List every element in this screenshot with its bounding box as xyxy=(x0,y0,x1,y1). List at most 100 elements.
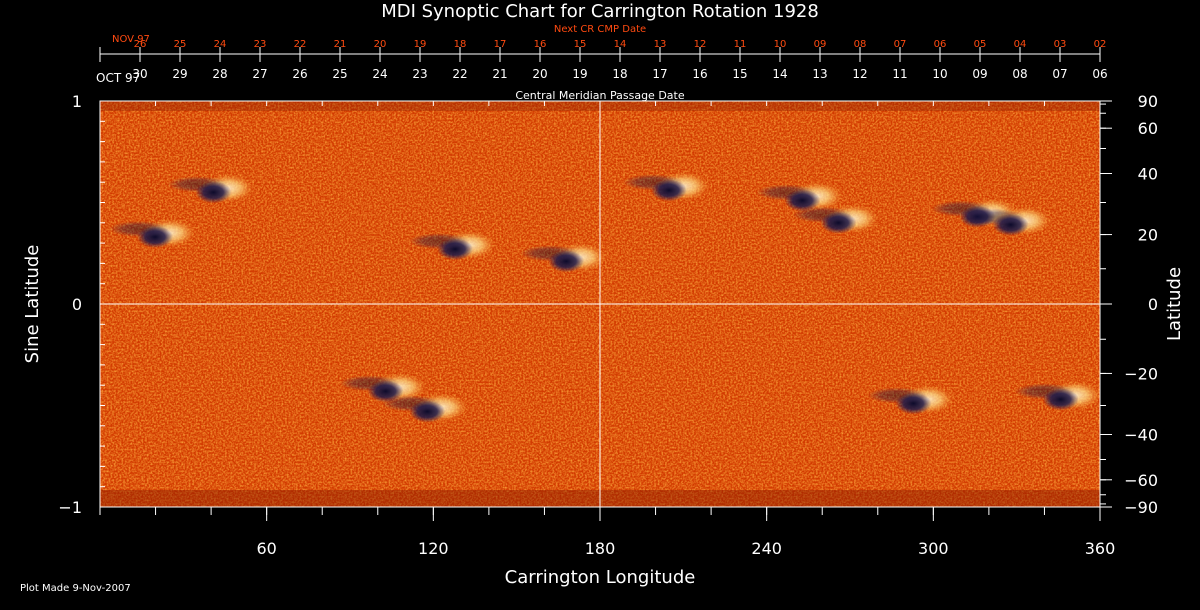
next-cr-date-label: 26 xyxy=(134,39,147,50)
active-region xyxy=(964,206,1051,236)
cmp-date-label: 21 xyxy=(492,67,507,81)
cmp-date-label: 06 xyxy=(1092,67,1107,81)
x-tick-label: 120 xyxy=(418,539,449,558)
next-cr-date-label: 07 xyxy=(894,39,907,50)
next-cr-date-label: 02 xyxy=(1094,39,1107,50)
active-region xyxy=(623,172,709,202)
cmp-date-label: 17 xyxy=(652,67,667,81)
next-cr-date-label: 05 xyxy=(974,39,987,50)
next-cr-date-label: 24 xyxy=(214,39,227,50)
negative-plage xyxy=(1014,383,1075,400)
next-cr-date-label: 23 xyxy=(254,39,267,50)
negative-plage xyxy=(964,208,1025,225)
next-cr-date-label: 11 xyxy=(734,39,747,50)
active-region xyxy=(756,182,843,212)
y-right-tick-label: 0 xyxy=(1148,295,1158,314)
cmp-date-label: 27 xyxy=(252,67,267,81)
cmp-date-label: 20 xyxy=(532,67,547,81)
cmp-date-label: 28 xyxy=(212,67,227,81)
x-tick-label: 240 xyxy=(751,539,782,558)
cmp-date-label: 11 xyxy=(892,67,907,81)
next-cr-date-label: 12 xyxy=(694,39,707,50)
y-left-tick-label: −1 xyxy=(58,498,82,517)
next-cr-date-label: 20 xyxy=(374,39,387,50)
negative-plage xyxy=(520,245,581,262)
next-cr-date-label: 16 xyxy=(534,39,547,50)
cmp-date-label: 12 xyxy=(852,67,867,81)
negative-plage xyxy=(409,233,470,250)
y-right-tick-label: 90 xyxy=(1138,92,1158,111)
x-tick-label: 60 xyxy=(256,539,276,558)
y-right-tick-label: 20 xyxy=(1138,226,1158,245)
negative-plage xyxy=(381,395,442,412)
cmp-date-label: 08 xyxy=(1012,67,1027,81)
cmp-date-label: 30 xyxy=(132,67,147,81)
active-region xyxy=(520,243,607,273)
negative-plage xyxy=(792,206,853,223)
cmp-date-label: 19 xyxy=(572,67,587,81)
cmp-date-label: 10 xyxy=(932,67,947,81)
cmp-axis: OCT 97 30 29 28 27 26 25 24 23 22 21 20 19 18 17 16 15 1… xyxy=(96,54,1108,102)
next-cr-date-label: 08 xyxy=(854,39,867,50)
cmp-date-label: 25 xyxy=(332,67,347,81)
active-region xyxy=(409,231,496,261)
next-cr-date-label: 21 xyxy=(334,39,347,50)
y-left-tick-label: 1 xyxy=(72,92,82,111)
cmp-date-label: 15 xyxy=(732,67,747,81)
cmp-date-label: 24 xyxy=(372,67,387,81)
y-axis-left-label: Sine Latitude xyxy=(22,245,43,364)
next-cr-date-label: 09 xyxy=(814,39,827,50)
next-cr-axis-label: Next CR CMP Date xyxy=(554,24,646,35)
next-cr-month-label: NOV 97 xyxy=(112,34,150,45)
x-axis-label: Carrington Longitude xyxy=(505,567,696,588)
next-cr-date-label: 06 xyxy=(934,39,947,50)
next-cr-date-label: 04 xyxy=(1014,39,1027,50)
next-cr-date-label: 10 xyxy=(774,39,787,50)
cmp-date-label: 18 xyxy=(612,67,627,81)
y-right-tick-label: −20 xyxy=(1124,364,1158,383)
cmp-date-label: 13 xyxy=(812,67,827,81)
negative-plage xyxy=(109,220,170,237)
y-left-tick-label: 0 xyxy=(72,295,82,314)
y-right-tick-label: −60 xyxy=(1124,471,1158,490)
next-cr-date-label: 22 xyxy=(294,39,307,50)
active-region xyxy=(167,174,254,204)
next-cr-date-label: 19 xyxy=(414,39,427,50)
chart-title: MDI Synoptic Chart for Carrington Rotati… xyxy=(381,1,819,22)
negative-plage xyxy=(867,387,928,404)
active-region xyxy=(792,204,879,234)
active-region xyxy=(381,393,468,423)
negative-plage xyxy=(756,184,817,201)
cmp-date-label: 07 xyxy=(1052,67,1067,81)
cmp-axis-label: Central Meridian Passage Date xyxy=(515,89,684,102)
y-right-tick-label: 60 xyxy=(1138,119,1158,138)
cmp-month-label: OCT 97 xyxy=(96,71,140,85)
negative-plage xyxy=(623,174,683,191)
negative-plage xyxy=(167,176,228,193)
negative-plage xyxy=(339,375,400,392)
active-region xyxy=(339,373,426,403)
cmp-date-label: 16 xyxy=(692,67,707,81)
next-cr-date-label: 13 xyxy=(654,39,667,50)
y-right-tick-label: −90 xyxy=(1124,498,1158,517)
y-axis-right-label: Latitude xyxy=(1164,267,1185,341)
cmp-date-label: 22 xyxy=(452,67,467,81)
active-region xyxy=(1014,381,1100,411)
next-cr-date-label: 14 xyxy=(614,39,627,50)
next-cr-date-label: 03 xyxy=(1054,39,1067,50)
cmp-date-label: 14 xyxy=(772,67,787,81)
y-right-tick-label: 40 xyxy=(1138,165,1158,184)
next-cr-date-label: 18 xyxy=(454,39,467,50)
next-cr-date-label: 25 xyxy=(174,39,187,50)
cmp-date-label: 23 xyxy=(412,67,427,81)
next-cr-date-label: 15 xyxy=(574,39,587,50)
cmp-date-label: 26 xyxy=(292,67,307,81)
x-tick-label: 300 xyxy=(918,539,949,558)
plot-made-note: Plot Made 9-Nov-2007 xyxy=(20,583,131,594)
y-right-tick-label: −40 xyxy=(1124,425,1158,444)
cmp-date-label: 29 xyxy=(172,67,187,81)
next-cr-axis: Next CR CMP Date NOV 97 26 25 24 23 22 21 20 19… xyxy=(99,24,1107,55)
cmp-date-label: 09 xyxy=(972,67,987,81)
next-cr-date-label: 17 xyxy=(494,39,507,50)
